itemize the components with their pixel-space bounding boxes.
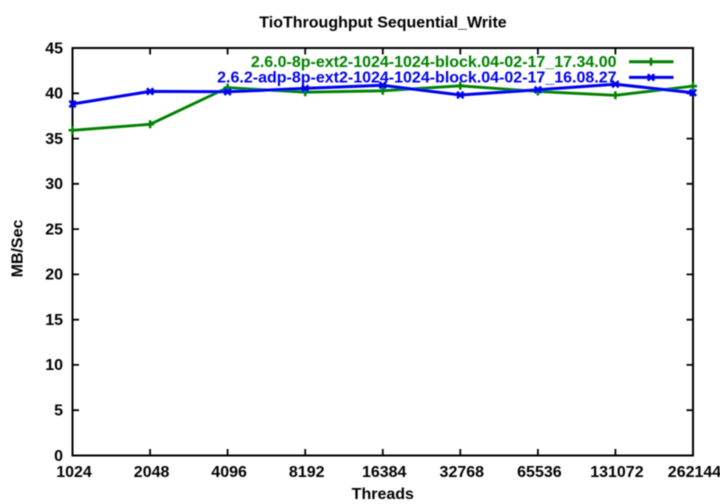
svg-text:45: 45 — [45, 40, 63, 57]
svg-text:10: 10 — [45, 357, 63, 374]
svg-text:8192: 8192 — [289, 464, 325, 481]
svg-text:2.6.0-8p-ext2-1024-1024-block.: 2.6.0-8p-ext2-1024-1024-block.04-02-17_1… — [251, 54, 617, 71]
svg-text:16384: 16384 — [362, 464, 407, 481]
svg-text:0: 0 — [54, 448, 63, 465]
svg-text:2048: 2048 — [134, 464, 170, 481]
svg-text:2.6.2-adp-8p-ext2-1024-1024-bl: 2.6.2-adp-8p-ext2-1024-1024-block.04-02-… — [217, 70, 616, 87]
svg-text:TioThroughput Sequential_Write: TioThroughput Sequential_Write — [259, 15, 507, 32]
svg-text:35: 35 — [45, 131, 63, 148]
svg-text:30: 30 — [45, 176, 63, 193]
svg-text:40: 40 — [45, 86, 63, 103]
svg-text:1024: 1024 — [56, 464, 92, 481]
svg-text:65536: 65536 — [517, 464, 562, 481]
svg-text:MB/Sec: MB/Sec — [10, 220, 27, 278]
svg-text:32768: 32768 — [440, 464, 485, 481]
svg-text:25: 25 — [45, 221, 63, 238]
svg-text:4096: 4096 — [211, 464, 247, 481]
svg-text:131072: 131072 — [590, 464, 643, 481]
svg-text:5: 5 — [54, 403, 63, 420]
svg-text:20: 20 — [45, 267, 63, 284]
svg-text:262144: 262144 — [668, 464, 720, 481]
svg-text:Threads: Threads — [352, 486, 414, 503]
svg-text:15: 15 — [45, 312, 63, 329]
